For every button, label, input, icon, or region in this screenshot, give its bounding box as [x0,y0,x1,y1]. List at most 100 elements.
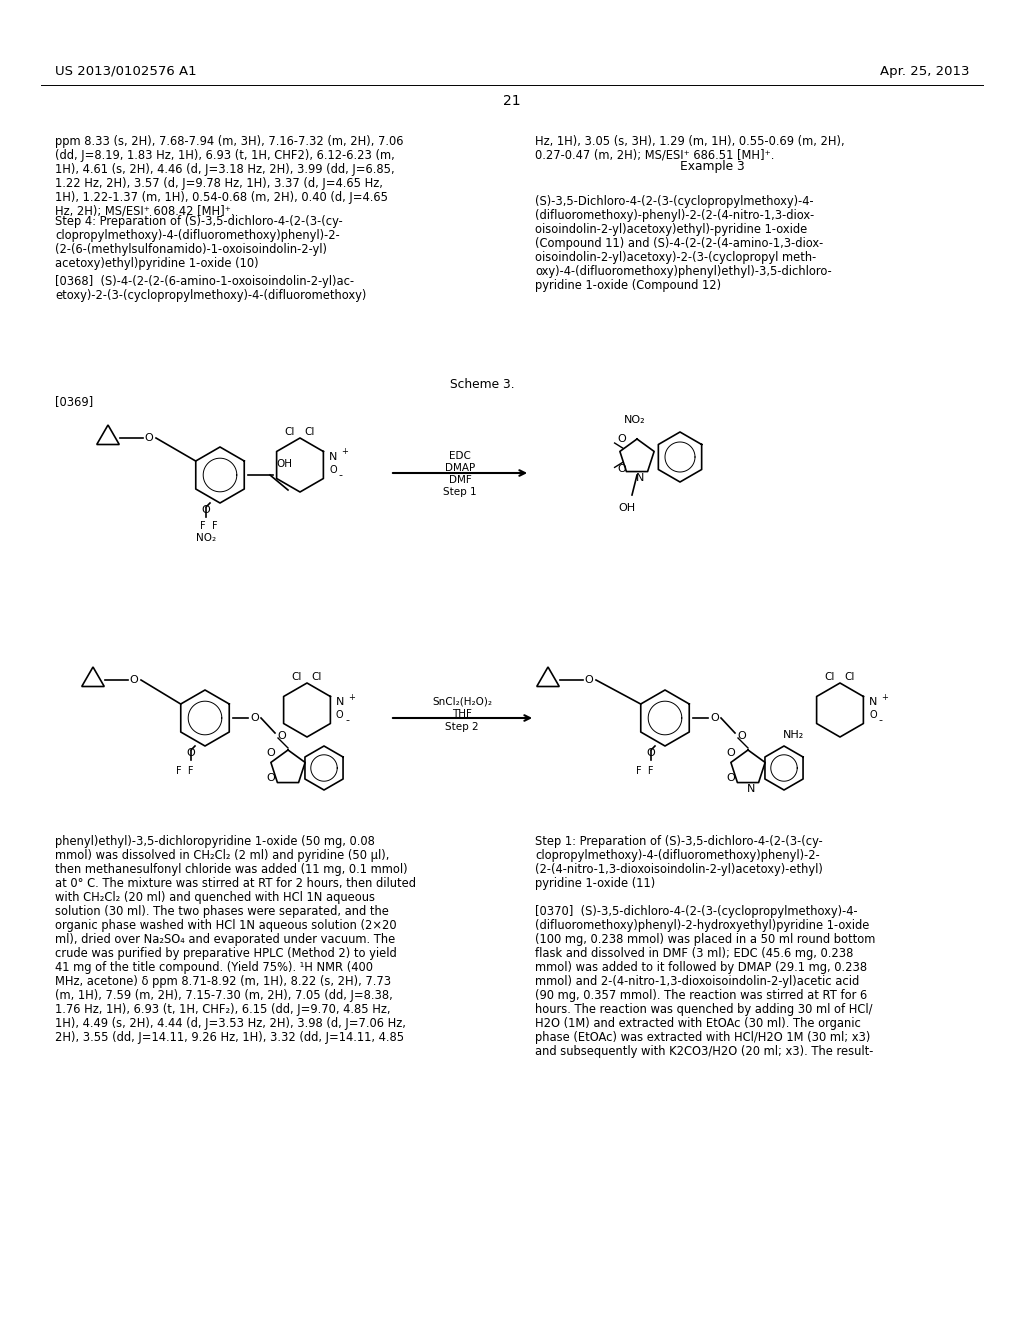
Text: clopropylmethoxy)-4-(difluoromethoxy)phenyl)-2-: clopropylmethoxy)-4-(difluoromethoxy)phe… [55,228,340,242]
Text: (m, 1H), 7.59 (m, 2H), 7.15-7.30 (m, 2H), 7.05 (dd, J=8.38,: (m, 1H), 7.59 (m, 2H), 7.15-7.30 (m, 2H)… [55,989,393,1002]
Text: O: O [617,434,626,444]
Text: +: + [348,693,355,701]
Text: US 2013/0102576 A1: US 2013/0102576 A1 [55,65,197,78]
Text: H2O (1M) and extracted with EtOAc (30 ml). The organic: H2O (1M) and extracted with EtOAc (30 ml… [535,1016,861,1030]
Text: +: + [341,447,348,457]
Text: O: O [278,731,286,741]
Text: Cl: Cl [312,672,323,682]
Text: OH: OH [276,459,292,469]
Text: O: O [737,731,745,741]
Text: (S)-3,5-Dichloro-4-(2-(3-(cyclopropylmethoxy)-4-: (S)-3,5-Dichloro-4-(2-(3-(cyclopropylmet… [535,195,814,209]
Text: N: N [746,784,755,795]
Text: Cl: Cl [285,426,295,437]
Text: phase (EtOAc) was extracted with HCl/H2O 1M (30 ml; x3): phase (EtOAc) was extracted with HCl/H2O… [535,1031,870,1044]
Text: N: N [329,451,337,462]
Text: at 0° C. The mixture was stirred at RT for 2 hours, then diluted: at 0° C. The mixture was stirred at RT f… [55,876,416,890]
Text: -: - [338,470,342,480]
Text: 41 mg of the title compound. (Yield 75%). ¹H NMR (400: 41 mg of the title compound. (Yield 75%)… [55,961,373,974]
Text: solution (30 ml). The two phases were separated, and the: solution (30 ml). The two phases were se… [55,906,389,917]
Text: DMAP: DMAP [444,463,475,473]
Text: O: O [202,506,210,515]
Text: O: O [266,774,274,783]
Text: (Compound 11) and (S)-4-(2-(2-(4-amino-1,3-diox-: (Compound 11) and (S)-4-(2-(2-(4-amino-1… [535,238,823,249]
Text: MHz, acetone) δ ppm 8.71-8.92 (m, 1H), 8.22 (s, 2H), 7.73: MHz, acetone) δ ppm 8.71-8.92 (m, 1H), 8… [55,975,391,987]
Text: with CH₂Cl₂ (20 ml) and quenched with HCl 1N aqueous: with CH₂Cl₂ (20 ml) and quenched with HC… [55,891,375,904]
Text: O: O [329,465,337,475]
Text: Step 1: Step 1 [443,487,477,498]
Text: Cl: Cl [305,426,315,437]
Text: SnCl₂(H₂O)₂: SnCl₂(H₂O)₂ [432,696,492,706]
Text: Step 2: Step 2 [445,722,479,733]
Text: -: - [878,715,882,725]
Text: (100 mg, 0.238 mmol) was placed in a 50 ml round bottom: (100 mg, 0.238 mmol) was placed in a 50 … [535,933,876,946]
Text: O: O [144,433,153,444]
Text: 1.22 Hz, 2H), 3.57 (d, J=9.78 Hz, 1H), 3.37 (d, J=4.65 Hz,: 1.22 Hz, 2H), 3.57 (d, J=9.78 Hz, 1H), 3… [55,177,383,190]
Text: N: N [869,697,878,708]
Text: O: O [869,710,877,719]
Text: then methanesulfonyl chloride was added (11 mg, 0.1 mmol): then methanesulfonyl chloride was added … [55,863,408,876]
Text: Scheme 3.: Scheme 3. [450,378,515,391]
Text: O: O [726,774,735,783]
Text: 2H), 3.55 (dd, J=14.11, 9.26 Hz, 1H), 3.32 (dd, J=14.11, 4.85: 2H), 3.55 (dd, J=14.11, 9.26 Hz, 1H), 3.… [55,1031,404,1044]
Text: (2-(4-nitro-1,3-dioxoisoindolin-2-yl)acetoxy)-ethyl): (2-(4-nitro-1,3-dioxoisoindolin-2-yl)ace… [535,863,823,876]
Text: Apr. 25, 2013: Apr. 25, 2013 [881,65,970,78]
Text: [0369]: [0369] [55,395,93,408]
Text: mmol) was added to it followed by DMAP (29.1 mg, 0.238: mmol) was added to it followed by DMAP (… [535,961,867,974]
Text: [0370]  (S)-3,5-dichloro-4-(2-(3-(cyclopropylmethoxy)-4-: [0370] (S)-3,5-dichloro-4-(2-(3-(cyclopr… [535,906,858,917]
Text: O: O [186,748,196,758]
Text: 1H), 1.22-1.37 (m, 1H), 0.54-0.68 (m, 2H), 0.40 (d, J=4.65: 1H), 1.22-1.37 (m, 1H), 0.54-0.68 (m, 2H… [55,191,388,205]
Text: (difluoromethoxy)phenyl)-2-hydroxyethyl)pyridine 1-oxide: (difluoromethoxy)phenyl)-2-hydroxyethyl)… [535,919,869,932]
Text: hours. The reaction was quenched by adding 30 ml of HCl/: hours. The reaction was quenched by addi… [535,1003,872,1016]
Text: 0.27-0.47 (m, 2H); MS/ESI⁺ 686.51 [MH]⁺.: 0.27-0.47 (m, 2H); MS/ESI⁺ 686.51 [MH]⁺. [535,149,774,162]
Text: mmol) and 2-(4-nitro-1,3-dioxoisoindolin-2-yl)acetic acid: mmol) and 2-(4-nitro-1,3-dioxoisoindolin… [535,975,859,987]
Text: O: O [250,713,259,723]
Text: N: N [336,697,344,708]
Text: 21: 21 [503,94,521,108]
Text: pyridine 1-oxide (Compound 12): pyridine 1-oxide (Compound 12) [535,279,721,292]
Text: oisoindolin-2-yl)acetoxy)-2-(3-(cyclopropyl meth-: oisoindolin-2-yl)acetoxy)-2-(3-(cyclopro… [535,251,816,264]
Text: F  F: F F [636,766,653,776]
Text: etoxy)-2-(3-(cyclopropylmethoxy)-4-(difluoromethoxy): etoxy)-2-(3-(cyclopropylmethoxy)-4-(difl… [55,289,367,302]
Text: Step 4: Preparation of (S)-3,5-dichloro-4-(2-(3-(cy-: Step 4: Preparation of (S)-3,5-dichloro-… [55,215,343,228]
Text: +: + [881,693,888,701]
Text: and subsequently with K2CO3/H2O (20 ml; x3). The result-: and subsequently with K2CO3/H2O (20 ml; … [535,1045,873,1059]
Text: ml), dried over Na₂SO₄ and evaporated under vacuum. The: ml), dried over Na₂SO₄ and evaporated un… [55,933,395,946]
Text: oxy)-4-(difluoromethoxy)phenyl)ethyl)-3,5-dichloro-: oxy)-4-(difluoromethoxy)phenyl)ethyl)-3,… [535,265,831,279]
Text: (90 mg, 0.357 mmol). The reaction was stirred at RT for 6: (90 mg, 0.357 mmol). The reaction was st… [535,989,867,1002]
Text: NO₂: NO₂ [625,414,646,425]
Text: EDC: EDC [450,451,471,461]
Text: THF: THF [452,709,472,719]
Text: pyridine 1-oxide (11): pyridine 1-oxide (11) [535,876,655,890]
Text: flask and dissolved in DMF (3 ml); EDC (45.6 mg, 0.238: flask and dissolved in DMF (3 ml); EDC (… [535,946,853,960]
Text: NO₂: NO₂ [196,533,216,543]
Text: O: O [129,675,138,685]
Text: (2-(6-(methylsulfonamido)-1-oxoisoindolin-2-yl): (2-(6-(methylsulfonamido)-1-oxoisoindoli… [55,243,327,256]
Text: O: O [266,748,274,758]
Text: F  F: F F [176,766,194,776]
Text: acetoxy)ethyl)pyridine 1-oxide (10): acetoxy)ethyl)pyridine 1-oxide (10) [55,257,259,271]
Text: (difluoromethoxy)-phenyl)-2-(2-(4-nitro-1,3-diox-: (difluoromethoxy)-phenyl)-2-(2-(4-nitro-… [535,209,814,222]
Text: mmol) was dissolved in CH₂Cl₂ (2 ml) and pyridine (50 μl),: mmol) was dissolved in CH₂Cl₂ (2 ml) and… [55,849,389,862]
Text: (dd, J=8.19, 1.83 Hz, 1H), 6.93 (t, 1H, CHF2), 6.12-6.23 (m,: (dd, J=8.19, 1.83 Hz, 1H), 6.93 (t, 1H, … [55,149,394,162]
Text: crude was purified by preparative HPLC (Method 2) to yield: crude was purified by preparative HPLC (… [55,946,396,960]
Text: N: N [636,473,644,483]
Text: Cl: Cl [292,672,302,682]
Text: Example 3: Example 3 [680,160,744,173]
Text: F: F [201,521,206,531]
Text: F: F [212,521,218,531]
Text: Cl: Cl [845,672,855,682]
Text: -: - [345,715,349,725]
Text: O: O [710,713,719,723]
Text: OH: OH [618,503,636,513]
Text: organic phase washed with HCl 1N aqueous solution (2×20: organic phase washed with HCl 1N aqueous… [55,919,396,932]
Text: O: O [584,675,593,685]
Text: 1H), 4.61 (s, 2H), 4.46 (d, J=3.18 Hz, 2H), 3.99 (dd, J=6.85,: 1H), 4.61 (s, 2H), 4.46 (d, J=3.18 Hz, 2… [55,162,394,176]
Text: NH₂: NH₂ [783,730,805,741]
Text: Hz, 2H); MS/ESI⁺ 608.42 [MH]⁺.: Hz, 2H); MS/ESI⁺ 608.42 [MH]⁺. [55,205,234,218]
Text: O: O [336,710,344,719]
Text: O: O [646,748,655,758]
Text: ppm 8.33 (s, 2H), 7.68-7.94 (m, 3H), 7.16-7.32 (m, 2H), 7.06: ppm 8.33 (s, 2H), 7.68-7.94 (m, 3H), 7.1… [55,135,403,148]
Text: [0368]  (S)-4-(2-(2-(6-amino-1-oxoisoindolin-2-yl)ac-: [0368] (S)-4-(2-(2-(6-amino-1-oxoisoindo… [55,275,354,288]
Text: DMF: DMF [449,475,471,484]
Text: phenyl)ethyl)-3,5-dichloropyridine 1-oxide (50 mg, 0.08: phenyl)ethyl)-3,5-dichloropyridine 1-oxi… [55,836,375,847]
